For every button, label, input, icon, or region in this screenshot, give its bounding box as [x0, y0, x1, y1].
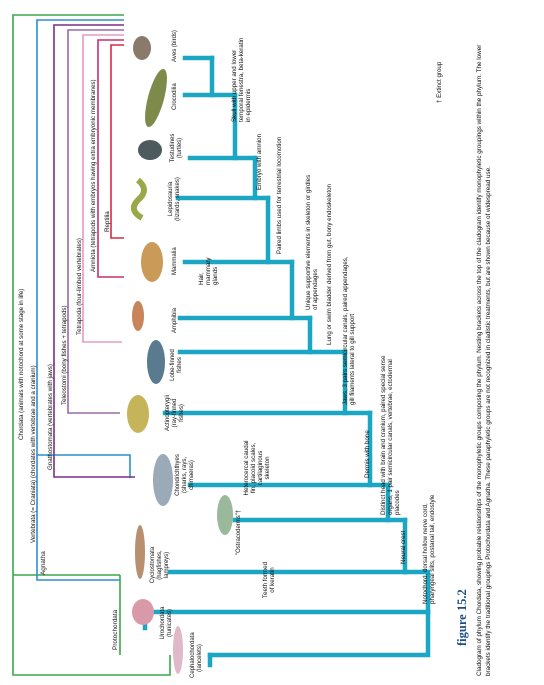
shark-icon — [153, 454, 173, 506]
character-teeth: Teeth formed of keratin — [262, 561, 277, 599]
lizard-icon — [130, 177, 147, 221]
taxon-urochordata: Urochordata (tunicates) — [160, 606, 173, 640]
label-reptilia: Reptilia — [104, 211, 111, 232]
bracket-amniota — [97, 39, 124, 278]
ostracoderm-icon — [217, 495, 233, 535]
label-gnathostomata: Gnathostomata (vertebrates with jaws) — [47, 364, 54, 470]
taxon-lepidosauria: Lepidosauria (lizards, snakes) — [168, 177, 181, 221]
character-paired-limbs: Paired limbs used for terrestrial locomo… — [276, 136, 283, 254]
bracket-teleostomi — [67, 29, 124, 414]
lamprey-icon — [135, 525, 145, 579]
bracket-tetrapoda — [82, 34, 124, 343]
taxon-crocodilia: Crocodilia — [172, 83, 178, 110]
taxon-aves: Aves (birds) — [172, 30, 178, 62]
taxon-ostracoderms: "Ostracoderms"† — [236, 509, 242, 555]
bracket-gnathostomata — [53, 24, 135, 478]
character-skull: Skull with upper and lower temporal fene… — [231, 37, 253, 122]
mammal-icon — [141, 242, 163, 282]
taxon-cyclostomata: Cyclostomata (hagfishes, lampreys) — [150, 546, 170, 584]
legend-extinct: † Extinct group — [436, 61, 443, 103]
taxon-actinopterygii: Actinopterygii (ray-finned fishes) — [165, 394, 185, 432]
ray-finned-fish-icon — [127, 395, 149, 433]
character-neural-crest: Neural crest — [400, 530, 407, 564]
taxon-lobe-finned: Lobe-finned fishes — [170, 349, 183, 381]
taxon-cephalochordata: Cephalochordata (lancelets) — [190, 632, 203, 678]
bracket-chordata — [12, 14, 171, 676]
lobe-finned-fish-icon — [147, 340, 165, 384]
label-protochordata: Protochordata — [112, 609, 119, 650]
character-jaws: Jaws, 3 pairs semicircular canals, paire… — [342, 256, 357, 405]
taxon-mammalia: Mammalia — [172, 247, 178, 275]
label-tetrapoda: Tetrapoda (four-limbed vertebrates) — [76, 238, 83, 335]
label-chordata: Chordata (animals with notochord at some… — [18, 288, 25, 440]
taxon-testudines: Testudines (turtles) — [170, 133, 183, 163]
lancelet-icon — [173, 626, 183, 674]
character-dermis: Dermis with bone — [364, 430, 371, 478]
character-embryo: Embryo with amnion — [256, 133, 263, 190]
label-vertebrata: Vertebrata (= Craniata) (chordates with … — [30, 365, 37, 543]
bird-icon — [133, 36, 151, 60]
figure-title: figure 15.2 — [455, 589, 469, 646]
character-heterocercal: Heterocercal caudal fin, placoid scales,… — [243, 440, 272, 496]
tunicate-icon — [132, 599, 154, 625]
label-amniota: Amniota (tetrapods with embryos having e… — [90, 79, 97, 272]
figure-caption: Cladogram of phylum Chordata, showing pr… — [476, 44, 492, 676]
crocodile-icon — [145, 68, 167, 128]
character-lung: Lung or swim bladder derived from gut, b… — [326, 184, 333, 345]
amphibian-icon — [132, 301, 144, 331]
character-distinct-head: Distinct head with brain and cranium, pa… — [380, 355, 402, 515]
organism-illustrations — [127, 36, 233, 674]
character-notochord: Notochord, dorsal hollow nerve cord, pha… — [422, 494, 437, 604]
bracket-vertebrata — [36, 19, 131, 581]
label-teleostomi: Teleostomi (bony fishes + tetrapods) — [61, 305, 68, 405]
turtle-icon — [138, 140, 162, 160]
label-agnatha: Agnatha — [40, 551, 47, 575]
taxon-amphibia: Amphibia — [172, 307, 178, 333]
character-unique-supportive: Unique supportive elements in skeleton o… — [305, 174, 320, 310]
character-hair: Hair, mammary glands — [198, 257, 220, 286]
taxon-chondrichthyes: Chondrichthyes (sharks, rays, chimaeras) — [175, 454, 195, 496]
bracket-reptilia — [110, 44, 124, 239]
